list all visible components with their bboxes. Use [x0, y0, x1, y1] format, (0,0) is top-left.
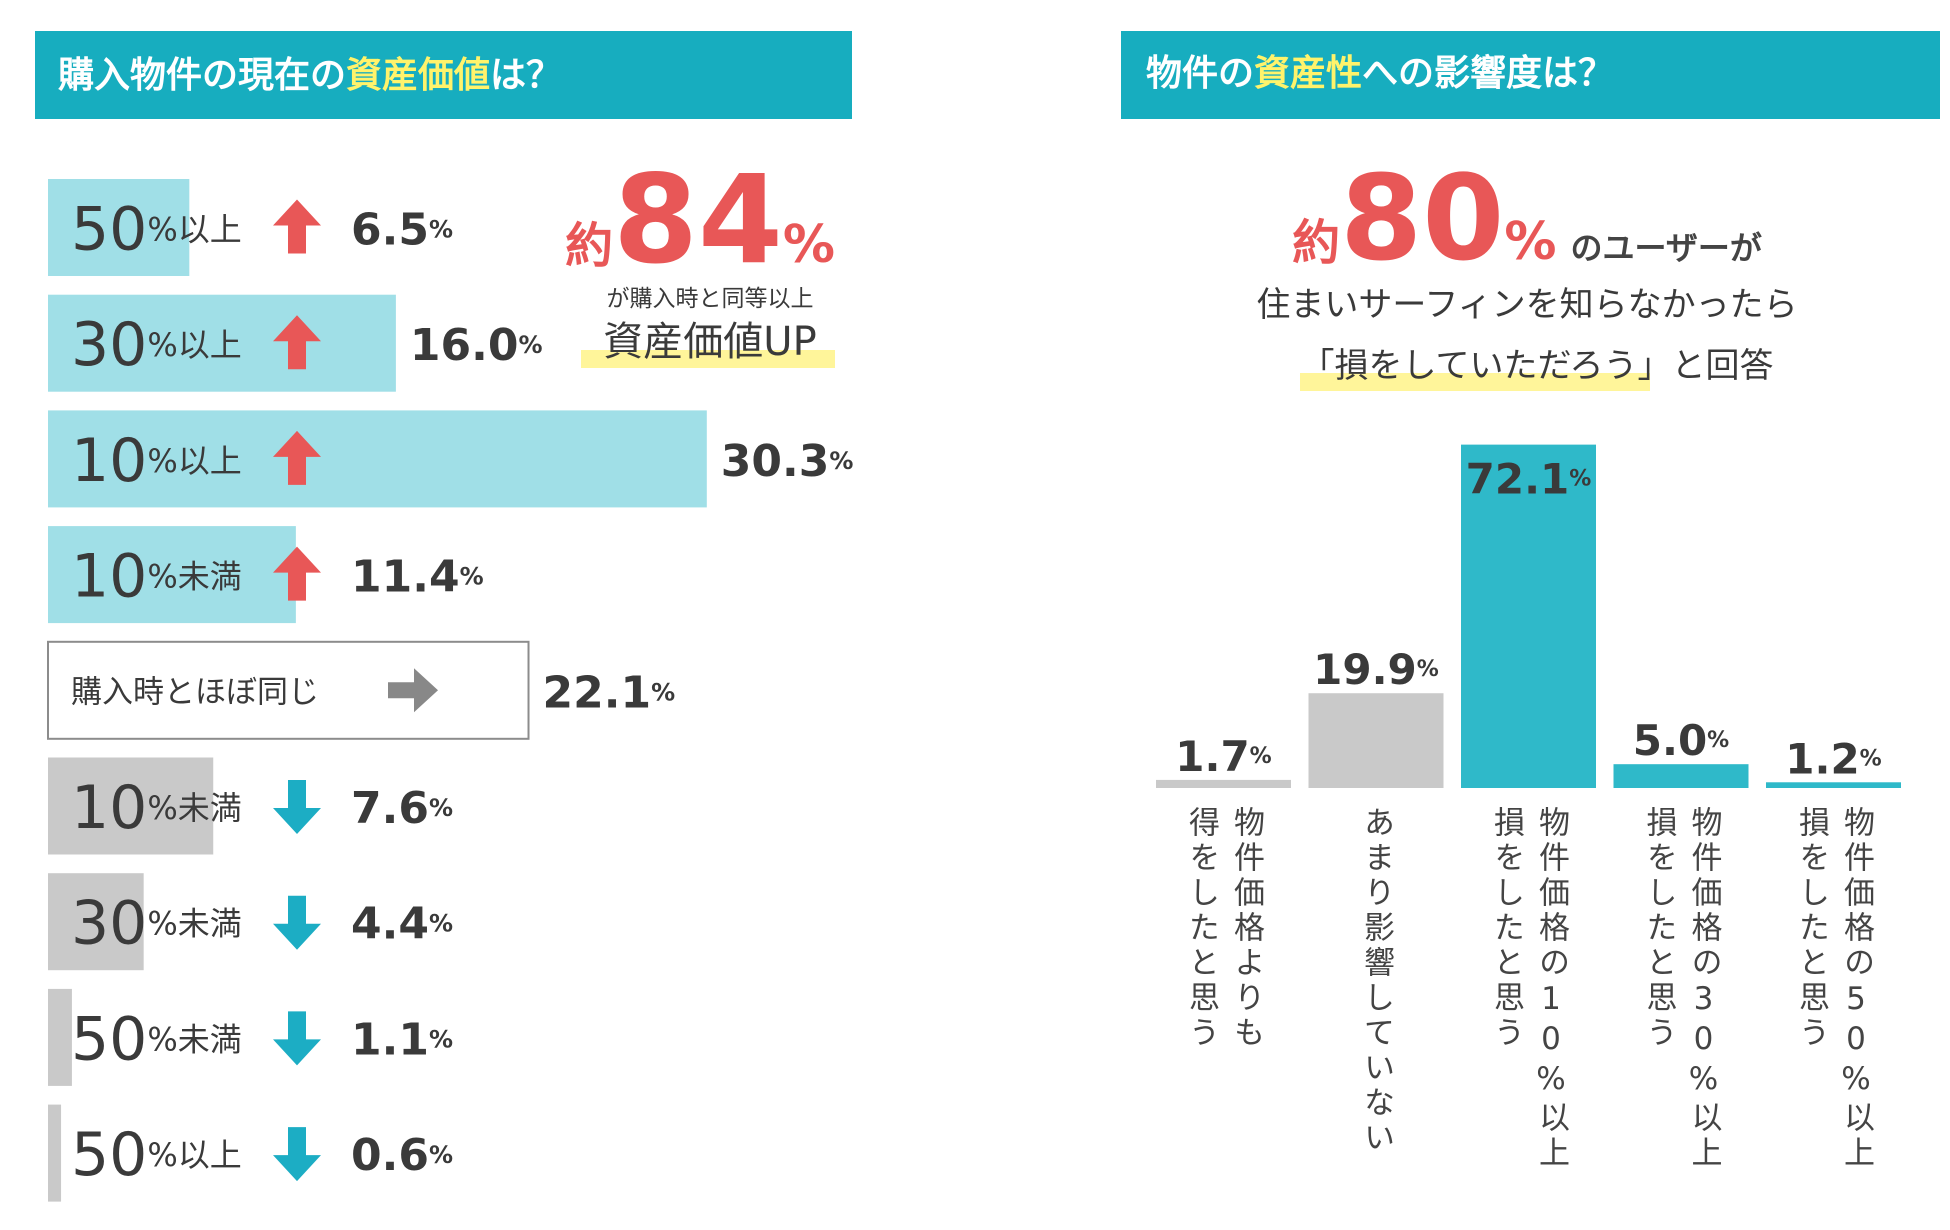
- title-part: への影響度は？: [1362, 52, 1614, 94]
- bar: [48, 179, 190, 276]
- stat-number: 84: [613, 149, 783, 291]
- bar: [48, 526, 296, 624]
- title-part: 購入物件の現在の: [58, 55, 346, 96]
- category-label: 物件価格の50%以上: [1838, 806, 1875, 1171]
- category-label: 30%以上: [71, 310, 242, 380]
- category-label: 得をしたと思う: [1183, 806, 1220, 1051]
- value-label: 19.9%: [1313, 645, 1439, 694]
- arrow: [273, 780, 321, 834]
- bar: [1613, 764, 1749, 788]
- value-label: 1.2%: [1785, 734, 1881, 783]
- category-label: 50%未満: [71, 1004, 242, 1074]
- arrow: [273, 199, 321, 254]
- value-label: 72.1%: [1466, 454, 1592, 503]
- category-label: あまり影響していない: [1358, 806, 1394, 1156]
- stat-unit: %: [783, 215, 835, 275]
- bar: [1766, 782, 1901, 788]
- arrow: [273, 1011, 321, 1066]
- stat-caption: 「損をしていただろう」と回答: [1301, 346, 1774, 386]
- bar: [1156, 779, 1291, 788]
- highlight: [1300, 373, 1650, 391]
- category-label: 30%未満: [71, 889, 242, 959]
- bar: [48, 1104, 62, 1202]
- category-label: 10%以上: [71, 426, 242, 496]
- category-label: 物件価格の10%以上: [1533, 806, 1570, 1171]
- stat-number: 80: [1340, 149, 1504, 287]
- left-title: 購入物件の現在の資産価値は？: [58, 55, 562, 96]
- arrow: [388, 668, 438, 713]
- title-part: は？: [490, 55, 562, 96]
- value-label: 11.4%: [351, 551, 484, 602]
- stat-caption: が購入時と同等以上: [607, 286, 814, 312]
- value-label: 22.1%: [543, 667, 676, 718]
- stat-prefix: 約: [1292, 215, 1340, 271]
- arrow: [273, 546, 321, 601]
- value-label: 30.3%: [721, 435, 854, 486]
- arrow: [273, 315, 321, 370]
- category-label: 10%未満: [71, 542, 242, 612]
- bar: [48, 294, 396, 392]
- bar: [48, 988, 72, 1086]
- category-label: 物件価格よりも: [1228, 806, 1265, 1051]
- category-label: 損をしたと思う: [1488, 806, 1525, 1051]
- title-highlight: 資産価値: [346, 55, 490, 96]
- category-label: 購入時とほぼ同じ: [71, 674, 319, 710]
- bar: [1308, 693, 1444, 788]
- bar: [48, 410, 707, 508]
- category-label: 損をしたと思う: [1793, 806, 1830, 1051]
- value-label: 1.1%: [351, 1014, 453, 1065]
- big-stat: 約84%: [565, 149, 835, 291]
- header-bar: [35, 31, 852, 119]
- category-label: 物件価格の30%以上: [1686, 806, 1723, 1171]
- stat-caption: のユーザーが: [1570, 229, 1761, 267]
- header-bar: [1121, 31, 1940, 119]
- value-label: 7.6%: [351, 783, 453, 834]
- caption-highlight: 損をしていただろう: [1335, 346, 1638, 386]
- category-label: 損をしたと思う: [1641, 806, 1678, 1051]
- arrow: [273, 895, 321, 950]
- stat-caption: 資産価値UP: [603, 319, 816, 365]
- category-label: 50%以上: [71, 1120, 242, 1190]
- stat-prefix: 約: [565, 218, 613, 274]
- value-label: 16.0%: [410, 320, 543, 371]
- category-label: 50%以上: [71, 195, 242, 265]
- stat-unit: %: [1504, 212, 1556, 272]
- right-title: 物件の資産性への影響度は？: [1146, 52, 1614, 94]
- highlight: [581, 350, 835, 368]
- big-stat: 約80% のユーザーが: [1292, 149, 1762, 287]
- bar: [1461, 444, 1596, 788]
- bar: [48, 757, 214, 855]
- arrow: [273, 430, 321, 485]
- arrow: [273, 1127, 321, 1182]
- category-label: 10%未満: [71, 773, 242, 843]
- value-label: 6.5%: [351, 204, 453, 255]
- bar: [47, 640, 530, 740]
- caption-part: 」と回答: [1637, 346, 1773, 386]
- value-label: 4.4%: [351, 898, 453, 949]
- caption-part: 「: [1301, 346, 1335, 386]
- value-label: 0.6%: [351, 1130, 453, 1181]
- title-highlight: 資産性: [1254, 53, 1362, 94]
- value-label: 1.7%: [1175, 731, 1271, 780]
- bar: [48, 873, 144, 971]
- value-label: 5.0%: [1633, 716, 1729, 765]
- stat-caption: 住まいサーフィンを知らなかったら: [1256, 285, 1797, 325]
- title-part: 物件の: [1146, 53, 1254, 94]
